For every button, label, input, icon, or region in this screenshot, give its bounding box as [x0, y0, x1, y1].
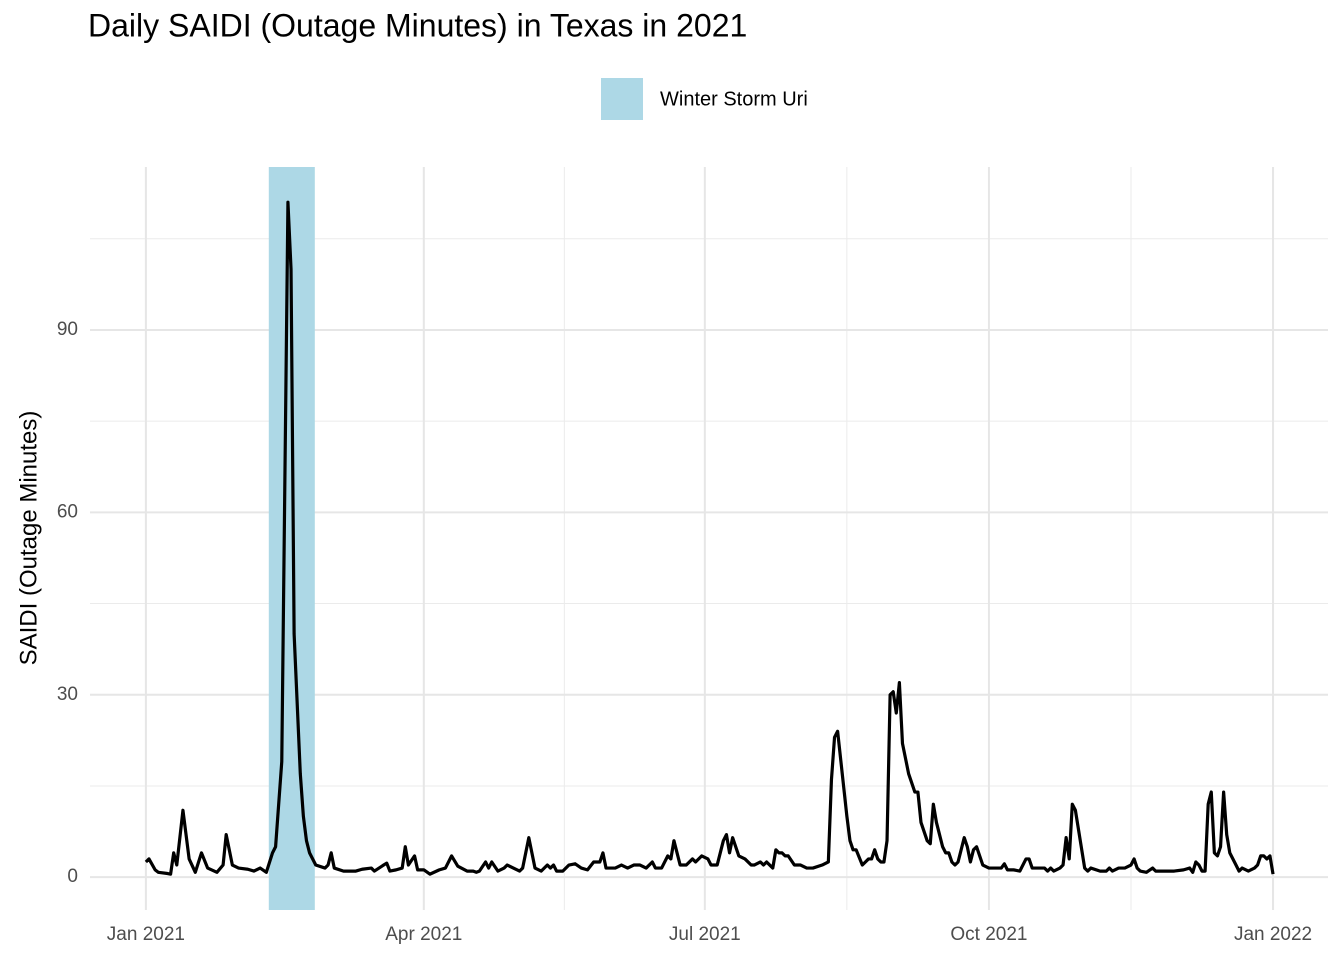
x-tick-label: Apr 2021 [385, 924, 462, 945]
y-tick-label: 30 [57, 684, 78, 705]
x-tick-label: Jul 2021 [669, 924, 741, 945]
legend-swatch [601, 78, 643, 120]
x-tick-label: Jan 2021 [107, 924, 185, 945]
y-axis-title: SAIDI (Outage Minutes) [15, 411, 42, 666]
chart-title: Daily SAIDI (Outage Minutes) in Texas in… [88, 7, 747, 43]
legend-label: Winter Storm Uri [660, 88, 808, 110]
data-line [144, 200, 1275, 876]
y-tick-label: 90 [57, 319, 78, 340]
x-tick-label: Oct 2021 [950, 924, 1027, 945]
y-tick-label: 60 [57, 501, 78, 522]
y-tick-label: 0 [67, 866, 78, 887]
x-tick-label: Jan 2022 [1234, 924, 1312, 945]
